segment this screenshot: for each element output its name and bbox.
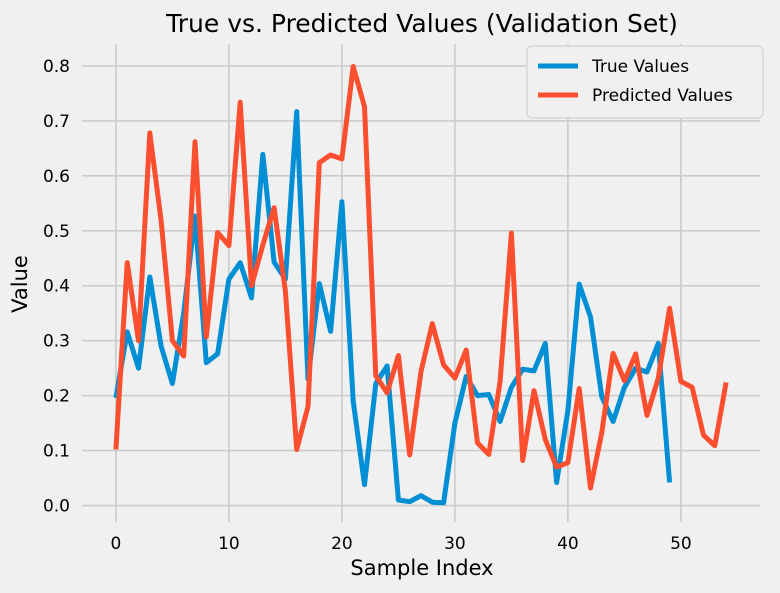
legend-label-predicted-values: Predicted Values [592, 86, 733, 106]
series-layer [113, 64, 729, 506]
x-tick-label: 40 [557, 534, 579, 554]
y-tick-label: 0.6 [43, 167, 70, 187]
series-line-true-values [113, 109, 673, 506]
legend-label-true-values: True Values [591, 57, 689, 77]
x-tick-label: 20 [331, 534, 353, 554]
chart-title: True vs. Predicted Values (Validation Se… [165, 9, 678, 38]
x-tick-label: 10 [218, 534, 240, 554]
x-tick-label: 50 [670, 534, 692, 554]
y-tick-label: 0.2 [43, 387, 70, 407]
y-tick-label: 0.8 [43, 57, 70, 77]
y-tick-label: 0.3 [43, 332, 70, 352]
legend: True Values Predicted Values [526, 45, 764, 119]
series-line-predicted-values [113, 64, 729, 491]
x-tick-label: 30 [444, 534, 466, 554]
y-tick-label: 0.0 [43, 497, 70, 517]
y-tick-label: 0.4 [43, 277, 70, 297]
x-axis-label: Sample Index [350, 556, 493, 580]
y-tick-label: 0.5 [43, 222, 70, 242]
y-axis-label: Value [8, 255, 32, 313]
tick-layer: 0.0 0.1 0.2 0.3 0.4 0.5 0.6 0.7 0.8 0 10 20 30 40 50 [43, 57, 692, 554]
y-tick-label: 0.7 [43, 112, 70, 132]
legend-box [526, 45, 764, 119]
x-tick-label: 0 [110, 534, 121, 554]
y-tick-label: 0.1 [43, 442, 70, 462]
